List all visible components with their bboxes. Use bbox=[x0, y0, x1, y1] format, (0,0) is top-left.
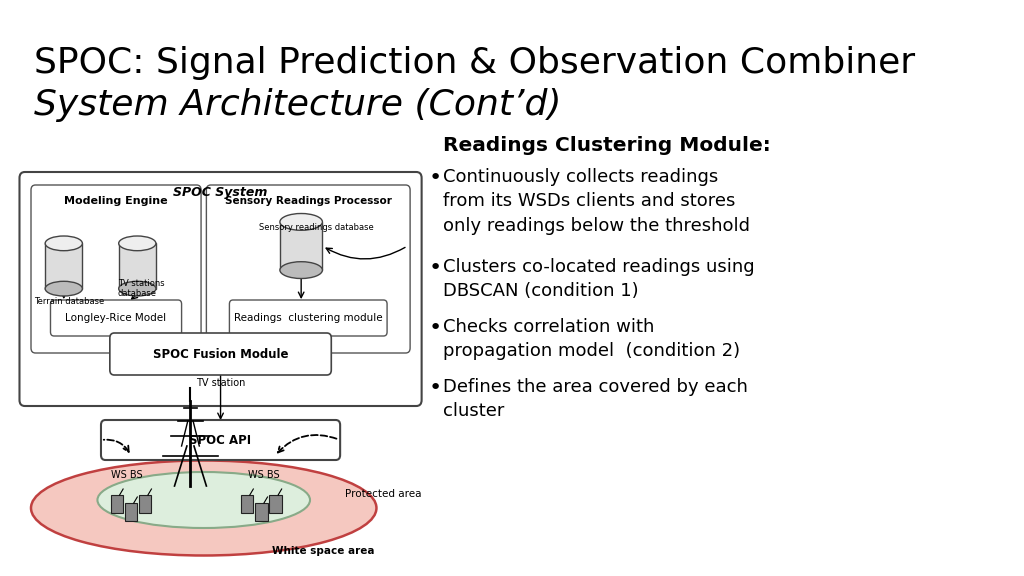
FancyBboxPatch shape bbox=[101, 420, 340, 460]
FancyBboxPatch shape bbox=[50, 300, 181, 336]
Ellipse shape bbox=[45, 281, 82, 296]
Text: SPOC Fusion Module: SPOC Fusion Module bbox=[153, 347, 289, 361]
Ellipse shape bbox=[280, 214, 323, 230]
FancyBboxPatch shape bbox=[19, 172, 422, 406]
Text: Clusters co-located readings using
DBSCAN (condition 1): Clusters co-located readings using DBSCA… bbox=[443, 258, 755, 300]
Bar bbox=[255, 503, 267, 521]
Text: Continuously collects readings
from its WSDs clients and stores
only readings be: Continuously collects readings from its … bbox=[443, 168, 750, 234]
Text: Defines the area covered by each
cluster: Defines the area covered by each cluster bbox=[443, 378, 748, 420]
FancyBboxPatch shape bbox=[31, 185, 201, 353]
Ellipse shape bbox=[31, 460, 377, 555]
Text: SPOC: Signal Prediction & Observation Combiner: SPOC: Signal Prediction & Observation Co… bbox=[34, 46, 914, 80]
Text: Readings  clustering module: Readings clustering module bbox=[233, 313, 383, 323]
Text: Sensory readings database: Sensory readings database bbox=[259, 223, 374, 232]
Text: Checks correlation with
propagation model  (condition 2): Checks correlation with propagation mode… bbox=[443, 318, 740, 361]
Text: Sensory Readings Processor: Sensory Readings Processor bbox=[225, 196, 392, 206]
Bar bbox=[111, 495, 123, 513]
Text: White space area: White space area bbox=[272, 546, 375, 556]
Text: •: • bbox=[429, 258, 442, 278]
Text: WS BS: WS BS bbox=[111, 470, 142, 480]
FancyBboxPatch shape bbox=[207, 185, 410, 353]
Ellipse shape bbox=[119, 281, 156, 296]
Text: Terrain database: Terrain database bbox=[34, 297, 103, 306]
Bar bbox=[241, 495, 253, 513]
Bar bbox=[139, 495, 152, 513]
Text: System Architecture (Cont’d): System Architecture (Cont’d) bbox=[34, 88, 561, 122]
Bar bbox=[119, 243, 156, 289]
Text: Protected area: Protected area bbox=[345, 489, 422, 499]
Ellipse shape bbox=[280, 262, 323, 279]
Bar bbox=[125, 503, 137, 521]
Text: Longley-Rice Model: Longley-Rice Model bbox=[66, 313, 167, 323]
Text: •: • bbox=[429, 378, 442, 398]
Ellipse shape bbox=[119, 236, 156, 251]
Text: •: • bbox=[429, 318, 442, 338]
Bar bbox=[269, 495, 282, 513]
Bar bbox=[280, 222, 323, 270]
Text: Modeling Engine: Modeling Engine bbox=[65, 196, 168, 206]
Ellipse shape bbox=[45, 236, 82, 251]
Ellipse shape bbox=[97, 472, 310, 528]
Text: Readings Clustering Module:: Readings Clustering Module: bbox=[443, 136, 771, 155]
Text: SPOC System: SPOC System bbox=[173, 186, 267, 199]
Text: TV stations
database: TV stations database bbox=[118, 279, 165, 298]
Bar bbox=[45, 243, 82, 289]
Text: •: • bbox=[429, 168, 442, 188]
Text: WS BS: WS BS bbox=[248, 470, 280, 480]
FancyBboxPatch shape bbox=[229, 300, 387, 336]
FancyBboxPatch shape bbox=[110, 333, 332, 375]
Text: TV station: TV station bbox=[196, 378, 245, 388]
Text: SPOC API: SPOC API bbox=[189, 434, 252, 446]
